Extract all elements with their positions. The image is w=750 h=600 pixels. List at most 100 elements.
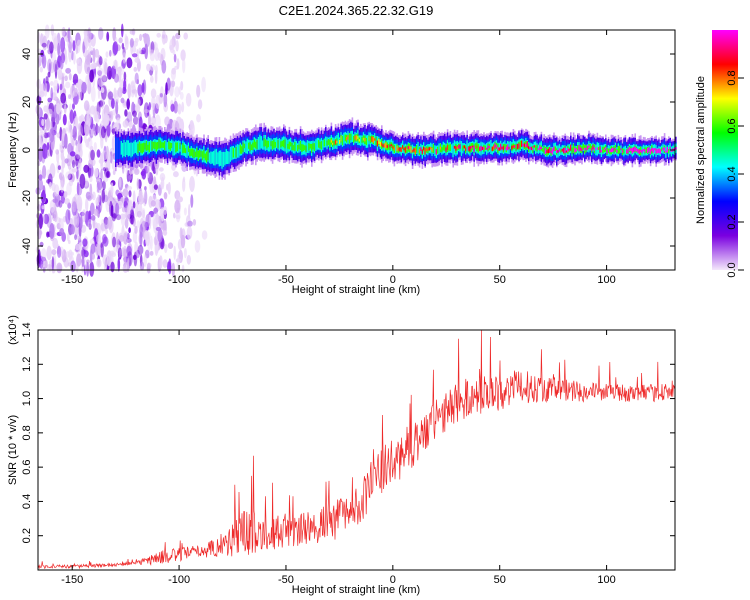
noise-blob bbox=[72, 103, 75, 110]
noise-blob bbox=[83, 245, 87, 250]
ridge-cell bbox=[617, 146, 620, 154]
noise-blob bbox=[117, 247, 122, 260]
noise-blob bbox=[115, 214, 122, 221]
ridge-cell bbox=[372, 137, 375, 143]
ridge-cell bbox=[290, 141, 292, 147]
ridge-cell bbox=[236, 144, 239, 158]
noise-blob bbox=[137, 244, 144, 255]
ridge-cell bbox=[238, 144, 240, 158]
ridge-cell bbox=[183, 145, 186, 153]
noise-blob bbox=[153, 176, 157, 186]
noise-blob bbox=[96, 258, 102, 268]
ridge-cell bbox=[410, 146, 412, 153]
ridge-cell bbox=[252, 142, 254, 151]
ridge-cell bbox=[141, 143, 144, 154]
noise-blob bbox=[175, 32, 181, 40]
noise-blob bbox=[112, 236, 117, 248]
noise-blob bbox=[58, 217, 61, 223]
noise-blob bbox=[148, 113, 151, 128]
noise-blob bbox=[65, 81, 71, 89]
ridge-cell bbox=[621, 150, 624, 153]
noise-blob bbox=[108, 110, 114, 122]
ridge-cell bbox=[178, 140, 180, 154]
ridge-cell bbox=[620, 148, 622, 151]
ridge-cell bbox=[151, 141, 153, 151]
ridge-cell bbox=[516, 143, 519, 150]
ridge-cell bbox=[502, 145, 505, 151]
ridge-cell bbox=[311, 144, 313, 153]
ridge-cell bbox=[627, 148, 629, 154]
noise-blob bbox=[41, 118, 45, 127]
ridge-cell bbox=[215, 148, 218, 165]
ridge-cell bbox=[256, 139, 258, 150]
ridge-cell bbox=[446, 145, 449, 150]
ridge-cell bbox=[381, 142, 383, 146]
ridge-cell bbox=[655, 148, 657, 154]
noise-blob bbox=[72, 79, 79, 84]
noise-blob bbox=[59, 83, 63, 91]
ridge-cell bbox=[232, 147, 235, 158]
noise-blob bbox=[159, 182, 164, 189]
noise-blob bbox=[56, 132, 60, 139]
noise-blob bbox=[100, 87, 105, 94]
noise-blob bbox=[69, 84, 76, 99]
ridge-cell bbox=[371, 136, 373, 142]
ridge-cell bbox=[479, 146, 481, 152]
ridge-cell bbox=[413, 148, 415, 152]
ridge-cell bbox=[284, 139, 286, 149]
noise-blob bbox=[173, 53, 177, 63]
noise-blob bbox=[47, 58, 52, 73]
ridge-cell bbox=[592, 145, 594, 149]
noise-blob bbox=[177, 103, 182, 115]
y-tick-label: -40 bbox=[21, 238, 33, 254]
noise-blob bbox=[183, 247, 187, 259]
noise-blob bbox=[111, 98, 115, 109]
ridge-cell bbox=[222, 151, 225, 167]
noise-blob bbox=[134, 103, 139, 111]
ridge-cell bbox=[539, 145, 541, 150]
ridge-cell bbox=[637, 149, 639, 153]
ridge-cell bbox=[469, 146, 471, 152]
ridge-cell bbox=[588, 145, 590, 148]
ridge-cell bbox=[159, 140, 162, 149]
ridge-cell bbox=[399, 147, 401, 152]
noise-blob bbox=[98, 100, 104, 108]
ridge-cell bbox=[152, 141, 155, 149]
colorbar-tick-label: 0.0 bbox=[726, 262, 738, 277]
noise-blob bbox=[192, 219, 197, 226]
ridge-cell bbox=[424, 147, 426, 155]
noise-blob bbox=[167, 182, 171, 195]
noise-blob bbox=[124, 218, 129, 229]
ridge-cell bbox=[136, 142, 138, 155]
ridge-cell bbox=[313, 143, 316, 152]
noise-blob bbox=[72, 40, 76, 52]
ridge-cell bbox=[586, 145, 589, 151]
ridge-cell bbox=[358, 139, 361, 142]
noise-blob bbox=[134, 225, 138, 234]
noise-blob bbox=[85, 138, 90, 148]
noise-blob bbox=[55, 149, 60, 155]
noise-blob bbox=[162, 259, 168, 268]
y-tick-label: 1.4 bbox=[21, 322, 33, 337]
ridge-cell bbox=[603, 148, 606, 150]
noise-blob bbox=[147, 237, 151, 253]
ridge-cell bbox=[470, 146, 473, 149]
ridge-cell bbox=[347, 135, 349, 140]
ridge-cell bbox=[497, 147, 499, 150]
ridge-cell bbox=[591, 148, 593, 151]
ridge-cell bbox=[640, 150, 642, 153]
ridge-cell bbox=[246, 138, 249, 154]
noise-blob bbox=[182, 57, 186, 74]
noise-blob bbox=[170, 68, 176, 81]
ridge-cell bbox=[459, 144, 461, 149]
noise-blob bbox=[88, 46, 94, 52]
ridge-cell bbox=[302, 144, 305, 151]
noise-blob bbox=[121, 42, 125, 50]
noise-blob bbox=[66, 233, 70, 242]
ridge-cell bbox=[481, 146, 484, 150]
ridge-cell bbox=[554, 146, 557, 151]
ridge-cell bbox=[227, 151, 229, 164]
noise-blob bbox=[180, 234, 186, 249]
noise-blob bbox=[132, 190, 136, 205]
noise-blob bbox=[111, 135, 116, 151]
